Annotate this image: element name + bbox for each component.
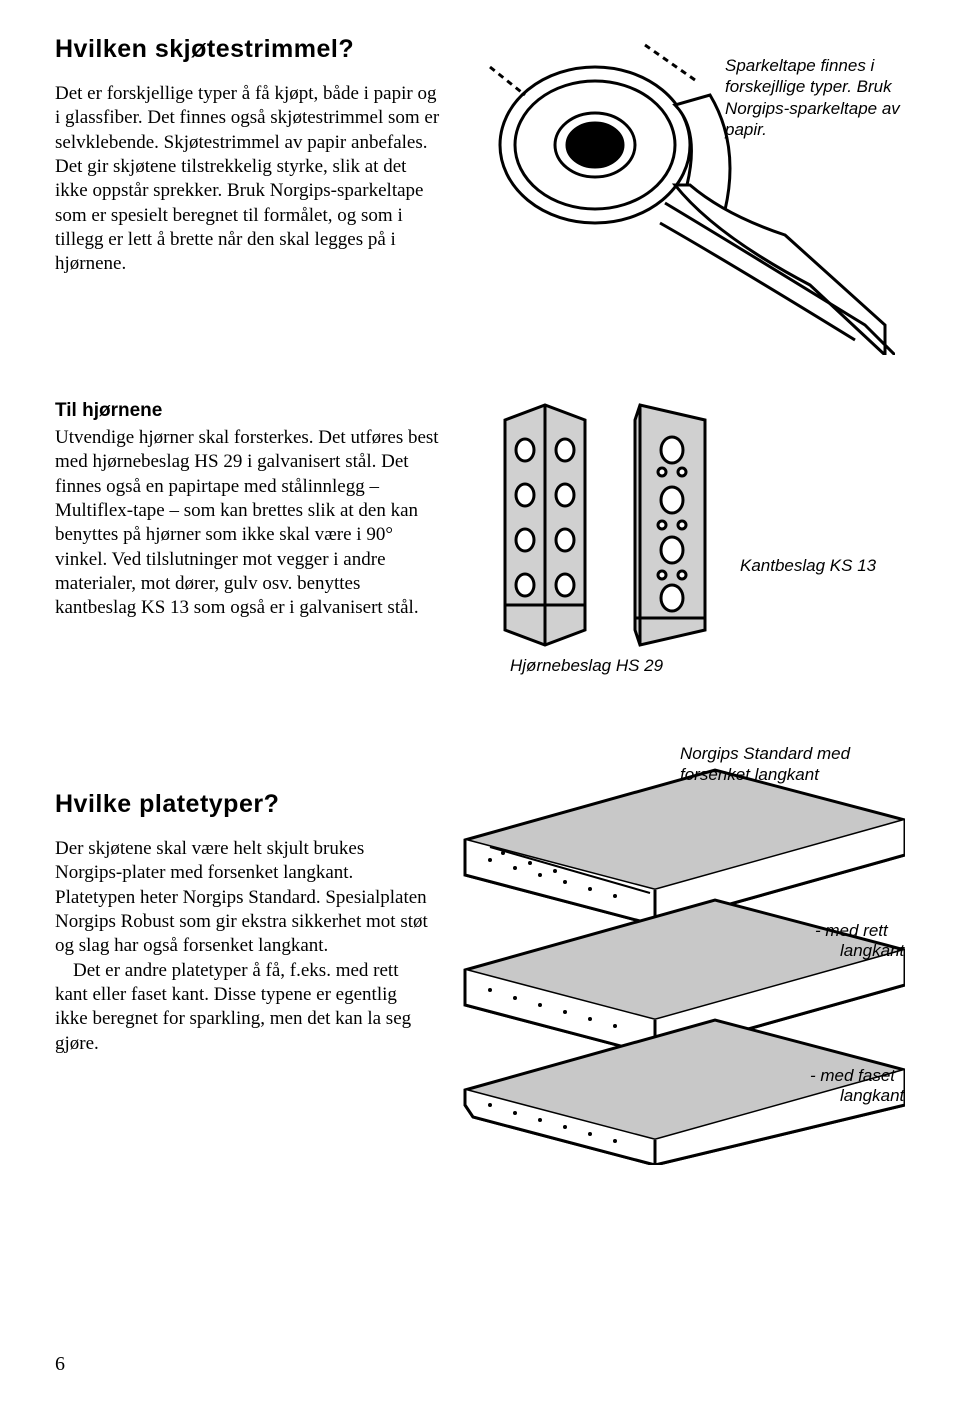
caption-board-mid1: - med rett — [815, 920, 888, 941]
section-corners: Til hjørnene Utvendige hjørner skal fors… — [55, 400, 905, 700]
body-3b: Det er andre platetyper å få, f.eks. med… — [55, 959, 430, 1056]
section-tape: Hvilken skjøtestrimmel? Det er forskjell… — [55, 35, 905, 355]
caption-board-mid2: langkant — [840, 940, 904, 961]
heading-1: Hvilken skjøtestrimmel? — [55, 35, 440, 64]
page-number: 6 — [55, 1353, 65, 1376]
body-3a: Der skjøtene skal være helt skjult bruke… — [55, 837, 430, 959]
illustration-boards: Norgips Standard med forsenket langkant … — [455, 745, 905, 1165]
text-column-2: Til hjørnene Utvendige hjørner skal fors… — [55, 400, 465, 700]
body-2: Utvendige hjørner skal forsterkes. Det u… — [55, 426, 440, 621]
illustration-tape-roll: Sparkeltape finnes i forskejllige typer.… — [465, 35, 905, 355]
text-column-3: Hvilke platetyper? Der skjøtene skal vær… — [55, 745, 455, 1165]
heading-3: Hvilke platetyper? — [55, 790, 430, 819]
body-1: Det er forskjellige typer å få kjøpt, bå… — [55, 82, 440, 277]
caption-tape: Sparkeltape finnes i forskejllige typer.… — [725, 55, 905, 140]
heading-2: Til hjørnene — [55, 400, 440, 422]
section-boards: Hvilke platetyper? Der skjøtene skal vær… — [55, 745, 905, 1165]
text-column-1: Hvilken skjøtestrimmel? Det er forskjell… — [55, 35, 465, 355]
caption-hs29: Hjørnebeslag HS 29 — [510, 655, 663, 676]
caption-board-bot2: langkant — [840, 1085, 904, 1106]
caption-board-bot1: - med faset — [810, 1065, 895, 1086]
caption-ks13: Kantbeslag KS 13 — [740, 555, 876, 576]
board-types-icon — [455, 745, 905, 1165]
illustration-corner-beads: Hjørnebeslag HS 29 Kantbeslag KS 13 — [465, 400, 905, 700]
caption-board-top: Norgips Standard med forsenket langkant — [680, 743, 890, 786]
